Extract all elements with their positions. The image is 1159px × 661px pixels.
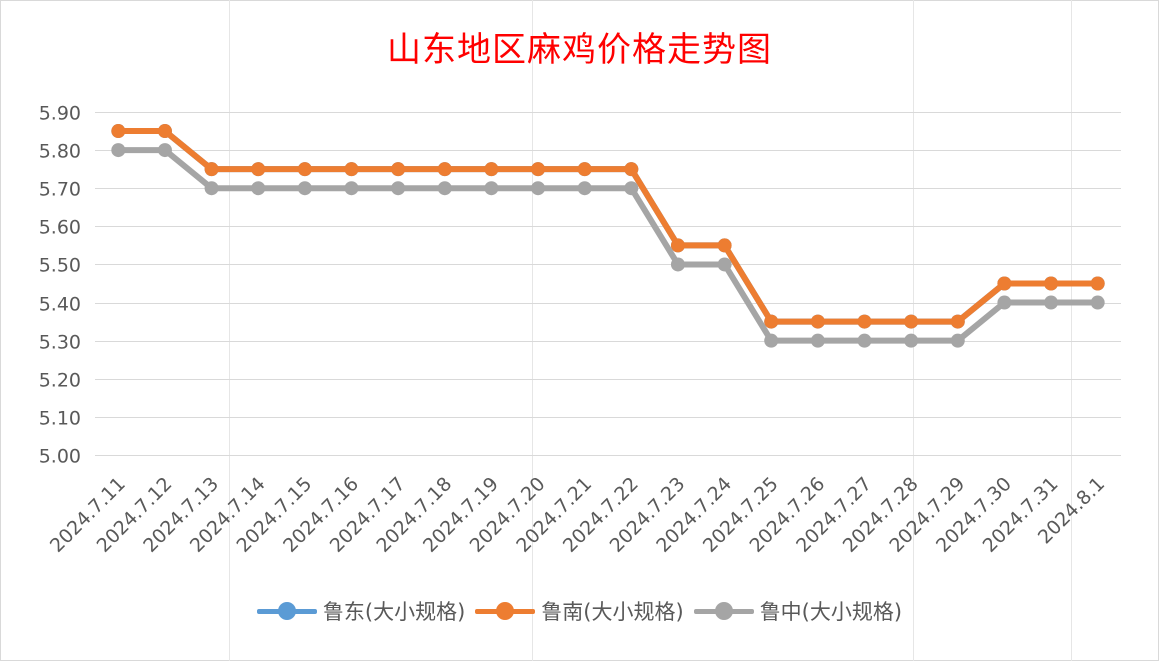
series-lines <box>111 124 1105 348</box>
data-point[interactable] <box>764 314 779 329</box>
legend-marker-lunan <box>475 601 536 621</box>
series-line <box>118 128 1098 325</box>
legend-marker-ludong <box>256 601 317 621</box>
data-point[interactable] <box>531 181 546 196</box>
data-point[interactable] <box>111 124 126 139</box>
legend-label: 鲁东(大小规格) <box>322 600 466 624</box>
legend-label: 鲁中(大小规格) <box>759 600 903 624</box>
y-tick-label: 5.50 <box>39 255 81 277</box>
data-point[interactable] <box>950 333 965 348</box>
data-point[interactable] <box>111 143 126 158</box>
data-point[interactable] <box>764 333 779 348</box>
data-point[interactable] <box>1090 295 1105 310</box>
y-tick-label: 5.10 <box>39 408 81 430</box>
data-point[interactable] <box>391 181 406 196</box>
data-point[interactable] <box>670 257 685 272</box>
series-2 <box>111 143 1105 348</box>
data-point[interactable] <box>251 162 266 177</box>
data-point[interactable] <box>950 314 965 329</box>
legend-item-ludong[interactable]: 鲁东(大小规格) <box>256 596 466 626</box>
data-point[interactable] <box>297 162 312 177</box>
legend-item-luzhong[interactable]: 鲁中(大小规格) <box>693 596 903 626</box>
gridlines <box>95 112 1121 456</box>
legend-marker-luzhong <box>693 601 754 621</box>
data-point[interactable] <box>857 333 872 348</box>
data-point[interactable] <box>297 181 312 196</box>
data-point[interactable] <box>204 181 219 196</box>
data-point[interactable] <box>577 181 592 196</box>
y-tick-label: 5.80 <box>39 141 81 163</box>
series-1 <box>111 124 1105 329</box>
data-point[interactable] <box>344 162 359 177</box>
data-point[interactable] <box>810 314 825 329</box>
data-point[interactable] <box>391 162 406 177</box>
y-tick-label: 5.90 <box>39 103 81 125</box>
data-point[interactable] <box>997 276 1012 291</box>
y-axis-ticks: 5.00 5.10 5.20 5.30 5.40 5.50 5.60 5.70 5.80 5.90 <box>39 103 81 468</box>
chart-title: 山东地区麻鸡价格走势图 <box>387 30 772 70</box>
data-point[interactable] <box>857 314 872 329</box>
data-point[interactable] <box>810 333 825 348</box>
data-point[interactable] <box>904 333 919 348</box>
data-point[interactable] <box>717 238 732 253</box>
data-point[interactable] <box>717 257 732 272</box>
x-axis-ticks: 2024.7.112024.7.122024.7.132024.7.142024… <box>46 473 1109 557</box>
data-point[interactable] <box>531 162 546 177</box>
data-point[interactable] <box>437 162 452 177</box>
data-point[interactable] <box>670 238 685 253</box>
y-tick-label: 5.00 <box>39 446 81 468</box>
data-point[interactable] <box>1044 276 1059 291</box>
y-tick-label: 5.20 <box>39 370 81 392</box>
data-point[interactable] <box>577 162 592 177</box>
data-point[interactable] <box>624 162 639 177</box>
data-point[interactable] <box>1044 295 1059 310</box>
legend: 鲁东(大小规格) 鲁南(大小规格) 鲁中(大小规格) <box>0 596 1159 626</box>
data-point[interactable] <box>484 181 499 196</box>
legend-item-lunan[interactable]: 鲁南(大小规格) <box>475 596 684 626</box>
data-point[interactable] <box>157 143 172 158</box>
data-point[interactable] <box>251 181 266 196</box>
y-tick-label: 5.70 <box>39 179 81 201</box>
data-point[interactable] <box>904 314 919 329</box>
y-tick-label: 5.40 <box>39 294 81 316</box>
data-point[interactable] <box>157 124 172 139</box>
legend-label: 鲁南(大小规格) <box>541 600 684 624</box>
data-point[interactable] <box>997 295 1012 310</box>
data-point[interactable] <box>1090 276 1105 291</box>
data-point[interactable] <box>437 181 452 196</box>
y-tick-label: 5.60 <box>39 217 81 239</box>
data-point[interactable] <box>344 181 359 196</box>
series-line <box>118 147 1098 344</box>
data-point[interactable] <box>204 162 219 177</box>
data-point[interactable] <box>484 162 499 177</box>
y-tick-label: 5.30 <box>39 332 81 354</box>
data-point[interactable] <box>624 181 639 196</box>
